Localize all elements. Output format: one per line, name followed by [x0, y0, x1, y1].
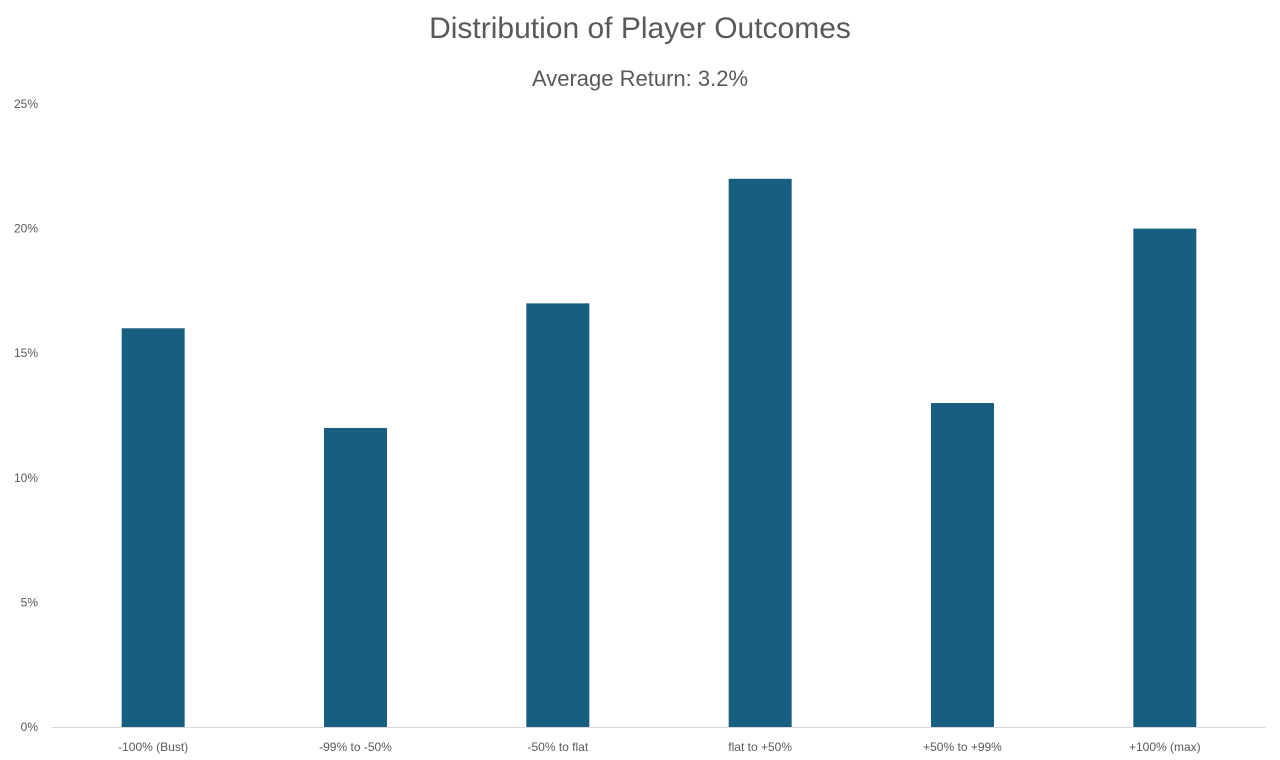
x-tick-label: +100% (max): [1129, 740, 1201, 754]
x-tick-label: +50% to +99%: [923, 740, 1002, 754]
x-tick-label: -100% (Bust): [118, 740, 188, 754]
x-tick-label: -50% to flat: [527, 740, 588, 754]
x-tick-label: flat to +50%: [728, 740, 792, 754]
chart-subtitle: Average Return: 3.2%: [531, 66, 749, 91]
bar: [728, 178, 792, 727]
bar: [324, 427, 387, 727]
bar: [121, 328, 185, 727]
bar: [526, 303, 590, 727]
chart-title: Distribution of Player Outcomes: [429, 12, 851, 45]
y-tick-label: 15%: [14, 346, 38, 360]
y-tick-label: 0%: [21, 720, 39, 734]
y-tick-label: 5%: [21, 595, 39, 609]
bar: [931, 403, 994, 727]
y-tick-label: 25%: [14, 97, 38, 111]
y-tick-label: 10%: [14, 471, 38, 485]
y-tick-label: 20%: [14, 222, 38, 236]
x-tick-label: -99% to -50%: [319, 740, 392, 754]
bar: [1133, 228, 1197, 727]
